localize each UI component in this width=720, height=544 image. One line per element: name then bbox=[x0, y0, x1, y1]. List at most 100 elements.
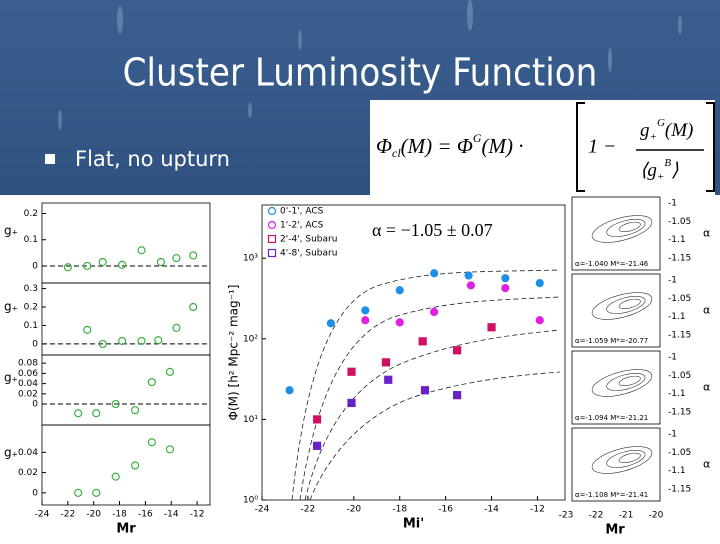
y-tick-label: 0 bbox=[32, 488, 38, 498]
panel-caption: α=-1.094 M*=-21.21 bbox=[575, 414, 648, 422]
data-point bbox=[154, 336, 163, 345]
y-tick-label: -1.1 bbox=[668, 389, 686, 399]
x-tick-label: -23 bbox=[559, 511, 574, 521]
eq-part: + bbox=[650, 131, 657, 143]
plot-frame bbox=[261, 204, 566, 501]
legend-marker bbox=[267, 206, 277, 216]
data-point bbox=[130, 461, 140, 470]
x-tick-label: -20 bbox=[649, 511, 664, 521]
data-point bbox=[189, 251, 198, 260]
data-point bbox=[347, 398, 356, 408]
data-point bbox=[501, 274, 510, 283]
data-point bbox=[430, 307, 439, 317]
y-tick-label: -1.15 bbox=[668, 485, 691, 495]
x-tick-label: -12 bbox=[190, 510, 205, 520]
y-axis-label: α bbox=[703, 227, 710, 240]
bullet-text: Flat, no upturn bbox=[75, 147, 230, 171]
y-tick-label: -1.15 bbox=[668, 331, 691, 341]
y-tick-label: -1.05 bbox=[668, 294, 691, 304]
contour bbox=[591, 215, 653, 243]
x-axis-label: Mr bbox=[116, 522, 136, 537]
y-tick-label: 10¹ bbox=[243, 415, 258, 425]
x-tick-label: -16 bbox=[438, 505, 453, 515]
legend-label: 1'-2', ACS bbox=[280, 221, 324, 231]
equation-box bbox=[370, 100, 715, 195]
data-point bbox=[535, 279, 544, 288]
data-point bbox=[487, 323, 496, 332]
y-axis-label: g₊ bbox=[4, 300, 18, 314]
x-tick-label: -18 bbox=[392, 505, 407, 515]
y-tick-label: -1.05 bbox=[668, 217, 691, 227]
y-tick-label: 0.1 bbox=[24, 235, 38, 245]
data-point bbox=[137, 336, 146, 346]
y-tick-label: 0 bbox=[32, 339, 38, 349]
y-tick-label: 0.2 bbox=[24, 303, 38, 313]
contour bbox=[618, 452, 641, 464]
contour bbox=[606, 296, 646, 314]
y-tick-label: 10² bbox=[243, 334, 258, 344]
data-point bbox=[92, 409, 101, 418]
y-tick-label: 0.1 bbox=[24, 321, 38, 331]
data-point bbox=[312, 415, 322, 424]
y-tick-label: -1 bbox=[668, 430, 677, 440]
y-tick-label: -1.15 bbox=[668, 254, 691, 264]
data-point bbox=[384, 375, 393, 384]
data-point bbox=[165, 367, 175, 376]
data-point bbox=[83, 261, 92, 271]
y-tick-label: -1.15 bbox=[668, 408, 691, 418]
data-point bbox=[156, 257, 165, 267]
eq-part: G bbox=[657, 117, 665, 129]
data-point bbox=[98, 339, 107, 349]
eq-denominator: ⟨g+B⟩ bbox=[640, 157, 679, 183]
data-point bbox=[326, 319, 335, 328]
y-tick-label: 0.02 bbox=[18, 468, 38, 478]
y-axis-label: α bbox=[703, 458, 710, 471]
fit-curves bbox=[291, 269, 561, 501]
data-point bbox=[430, 269, 439, 278]
x-tick-label: -14 bbox=[484, 505, 499, 515]
y-tick-label: -1 bbox=[668, 199, 677, 209]
data-point bbox=[285, 386, 294, 395]
eq-part: G bbox=[473, 131, 482, 145]
x-tick-label: -14 bbox=[164, 510, 179, 520]
contour bbox=[591, 292, 653, 320]
y-tick-label: -1.05 bbox=[668, 448, 691, 458]
data-point bbox=[466, 281, 475, 290]
legend-label: 4'-8', Subaru bbox=[280, 249, 337, 259]
eq-part: (M) · bbox=[481, 134, 523, 158]
data-point bbox=[98, 257, 107, 267]
contour-panel bbox=[571, 427, 661, 502]
y-axis-label: g₊ bbox=[4, 371, 18, 385]
panel-caption: α=-1.040 M*=-21.46 bbox=[575, 260, 649, 268]
data-point bbox=[111, 472, 120, 481]
data-point bbox=[74, 409, 83, 418]
figure-background bbox=[0, 195, 720, 540]
slide-title: Cluster Luminosity Function bbox=[123, 51, 598, 95]
contour-panel bbox=[571, 350, 661, 425]
contour bbox=[618, 375, 641, 387]
x-tick-label: -12 bbox=[530, 505, 545, 515]
eq-part: + bbox=[657, 171, 664, 183]
data-point bbox=[381, 358, 391, 367]
data-point bbox=[130, 406, 140, 415]
eq-one: 1 − bbox=[588, 136, 617, 158]
y-tick-label: 0.04 bbox=[18, 448, 38, 458]
annotation: α = −1.05 ± 0.07 bbox=[372, 220, 493, 240]
legend-marker bbox=[267, 248, 277, 258]
data-point bbox=[172, 323, 181, 332]
y-tick-label: -1 bbox=[668, 276, 677, 286]
y-axis-label: α bbox=[703, 304, 710, 317]
x-tick-label: -16 bbox=[138, 510, 153, 520]
y-axis-label: g₊ bbox=[4, 446, 18, 460]
data-point bbox=[395, 318, 404, 327]
eq-part: g bbox=[640, 120, 650, 141]
eq-part: cl bbox=[392, 146, 401, 160]
eq-numerator: g+G(M) bbox=[640, 117, 693, 143]
eq-part: Φ bbox=[376, 134, 392, 158]
data-point bbox=[118, 260, 127, 270]
contour bbox=[606, 450, 646, 468]
contour-panel bbox=[571, 196, 661, 271]
y-tick-label: 0 bbox=[32, 261, 38, 271]
contour bbox=[618, 221, 641, 233]
